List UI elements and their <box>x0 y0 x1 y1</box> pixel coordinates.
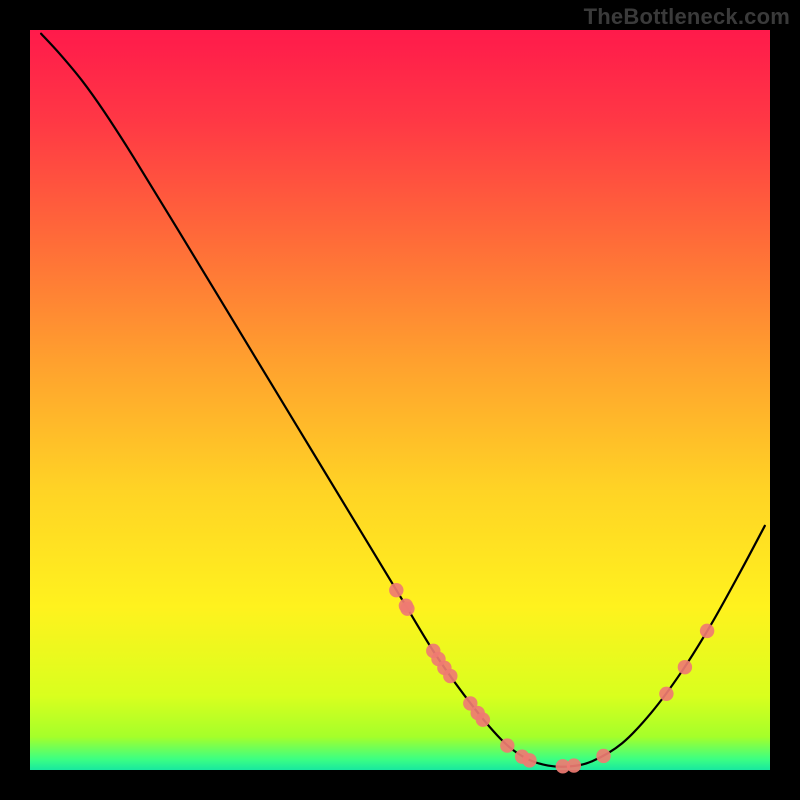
bottleneck-curve-chart <box>0 0 800 800</box>
curve-marker <box>700 624 714 638</box>
curve-marker <box>443 669 457 683</box>
chart-gradient-bg <box>30 30 770 770</box>
curve-marker <box>389 583 403 597</box>
curve-marker <box>522 753 536 767</box>
curve-marker <box>400 601 414 615</box>
chart-container: TheBottleneck.com <box>0 0 800 800</box>
curve-marker <box>678 660 692 674</box>
watermark-text: TheBottleneck.com <box>584 4 790 30</box>
curve-marker <box>476 712 490 726</box>
curve-marker <box>500 738 514 752</box>
curve-marker <box>567 758 581 772</box>
curve-marker <box>596 749 610 763</box>
curve-marker <box>659 687 673 701</box>
